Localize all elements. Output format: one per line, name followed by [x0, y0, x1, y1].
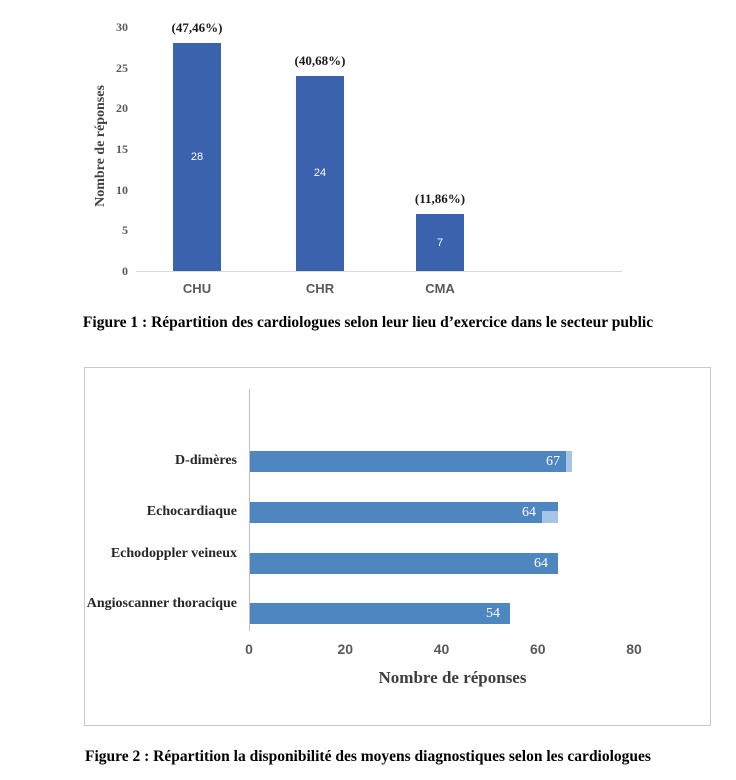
figure1-x-category-label: CMA — [425, 281, 455, 296]
figure1-x-category-label: CHU — [182, 281, 212, 296]
figure2-x-tick-label: 60 — [529, 641, 546, 657]
figure2-bar: 67 — [250, 451, 572, 472]
figure2-chart: D-dimères 67 Echocardiaque 64 Echodoppler ve… — [84, 367, 711, 726]
figure2-category-label: Angioscanner thoracique — [86, 595, 237, 611]
figure2-category-label: Echocardiaque — [146, 503, 237, 519]
figure2-bar-value-label: 54 — [486, 605, 500, 621]
figure2-category-label: D-dimères — [175, 452, 237, 468]
figure2-bar-tip — [542, 511, 558, 523]
figure1-y-tick-label: 10 — [116, 182, 128, 197]
figure2-category-label: Echodoppler veineux — [110, 545, 237, 561]
figure2-x-tick-label: 40 — [433, 641, 450, 657]
figure1-caption: Figure 1 : Répartition des cardiologues … — [82, 314, 654, 331]
figure1-bar-percent-label: (40,68%) — [294, 52, 346, 68]
figure1-bar: 24 — [296, 75, 344, 271]
figure2-x-axis-title: Nombre de réponses — [378, 668, 527, 687]
figure2-bar-value-label: 67 — [546, 453, 560, 469]
figure1-bar: 28 — [173, 43, 221, 271]
figure1-bar-percent-label: (11,86%) — [414, 191, 466, 207]
figure1-y-tick-label: 15 — [116, 142, 128, 156]
figure1-bar-percent-label: (47,46%) — [171, 20, 223, 36]
figure1-bar-value-label: 28 — [190, 151, 204, 164]
figure1-y-tick-label: 25 — [116, 60, 128, 75]
figure2-x-tick-label: 0 — [245, 641, 253, 657]
figure2-bar-value-label: 64 — [522, 504, 536, 520]
figure2-caption: Figure 2 : Répartition la disponibilité … — [85, 748, 651, 765]
figure2-bar: 64 — [250, 502, 558, 523]
figure1-y-tick-label: 20 — [116, 101, 128, 116]
figure2-bar: 64 — [250, 553, 558, 574]
figure2-y-axis-line — [249, 389, 250, 631]
figure1-y-tick-label: 0 — [122, 264, 128, 278]
figure1-y-tick-label: 5 — [122, 223, 128, 238]
figure2-bar-value-label: 64 — [534, 555, 548, 571]
figure1-bar: 7 — [416, 214, 464, 271]
figure1-y-tick-label: 30 — [116, 20, 128, 34]
figure1-x-axis-line — [136, 271, 622, 272]
figure2-bar-tip — [566, 451, 572, 472]
figure2-x-tick-label: 20 — [337, 641, 354, 657]
figure2-bar: 54 — [250, 603, 510, 624]
figure2-x-tick-label: 80 — [626, 641, 642, 657]
figure1-chart: Nombre de réponses 0 5 10 15 20 25 30 28 (47,46%… — [0, 0, 736, 305]
figure1-bar-value-label: 24 — [313, 167, 327, 180]
figure1-x-category-label: CHR — [305, 281, 335, 296]
figure1-bar-value-label: 7 — [436, 236, 444, 249]
